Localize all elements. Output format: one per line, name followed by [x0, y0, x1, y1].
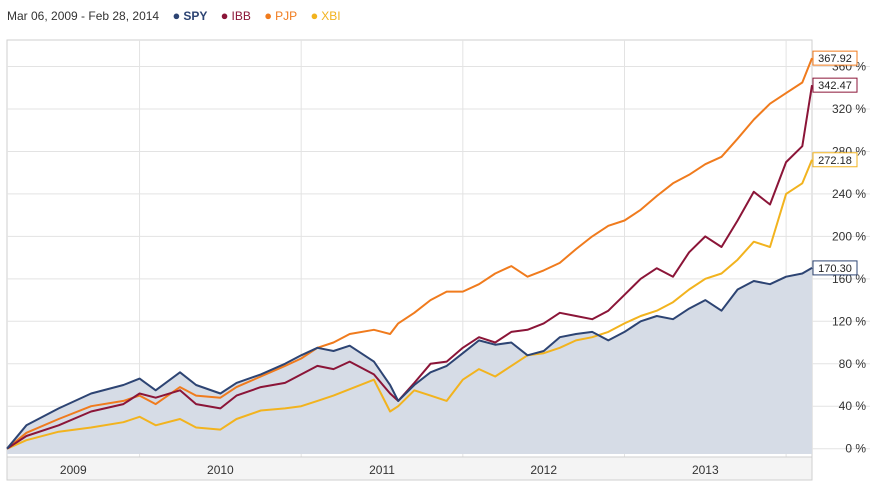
- y-tick-label: 320 %: [832, 102, 866, 116]
- last-value-box-pjp: [812, 50, 858, 66]
- chart-legend: Mar 06, 2009 - Feb 28, 2014 ● SPY ● IBB ● P…: [7, 8, 351, 24]
- date-range-label: Mar 06, 2009 - Feb 28, 2014: [7, 9, 160, 23]
- legend-label-spy: SPY: [183, 9, 208, 23]
- series-line-pjp: [6, 57, 813, 450]
- last-value-box-xbi: [812, 152, 858, 168]
- y-tick-label: 80 %: [839, 357, 867, 371]
- y-tick-label: 0 %: [845, 442, 866, 456]
- legend-label-pjp: PJP: [275, 9, 298, 23]
- y-tick-label: 200 %: [832, 229, 866, 243]
- last-value-label-spy: 170.30: [818, 263, 852, 275]
- y-tick-label: 40 %: [839, 399, 867, 413]
- legend-entry-pjp[interactable]: ● PJP: [264, 8, 298, 23]
- last-value-box-ibb: [812, 77, 858, 93]
- x-tick-label: 2009: [60, 463, 87, 477]
- x-tick-label: 2013: [692, 463, 719, 477]
- y-tick-label: 240 %: [832, 187, 866, 201]
- spy-dot-icon: ●: [172, 8, 181, 23]
- y-tick-label: 120 %: [832, 314, 866, 328]
- series-line-xbi: [6, 159, 813, 450]
- x-tick-label: 2011: [369, 463, 395, 477]
- last-value-label-ibb: 342.47: [818, 80, 852, 92]
- pjp-dot-icon: ●: [264, 8, 273, 23]
- legend-entry-ibb[interactable]: ● IBB: [220, 8, 251, 23]
- x-axis-band: [6, 456, 813, 481]
- x-tick-label: 2012: [530, 463, 557, 477]
- series-area-spy: [7, 267, 812, 454]
- legend-label-ibb: IBB: [231, 9, 251, 23]
- xbi-dot-icon: ●: [310, 8, 319, 23]
- legend-label-xbi: XBI: [321, 9, 341, 23]
- last-value-box-spy: [812, 260, 858, 276]
- ibb-dot-icon: ●: [220, 8, 229, 23]
- last-value-label-xbi: 272.18: [818, 155, 852, 167]
- legend-entry-xbi[interactable]: ● XBI: [310, 8, 341, 23]
- series-line-spy: [6, 267, 813, 450]
- last-value-label-pjp: 367.92: [818, 53, 852, 65]
- x-tick-label: 2010: [207, 463, 234, 477]
- legend-entry-spy[interactable]: ● SPY: [172, 8, 208, 23]
- series-line-ibb: [6, 84, 813, 450]
